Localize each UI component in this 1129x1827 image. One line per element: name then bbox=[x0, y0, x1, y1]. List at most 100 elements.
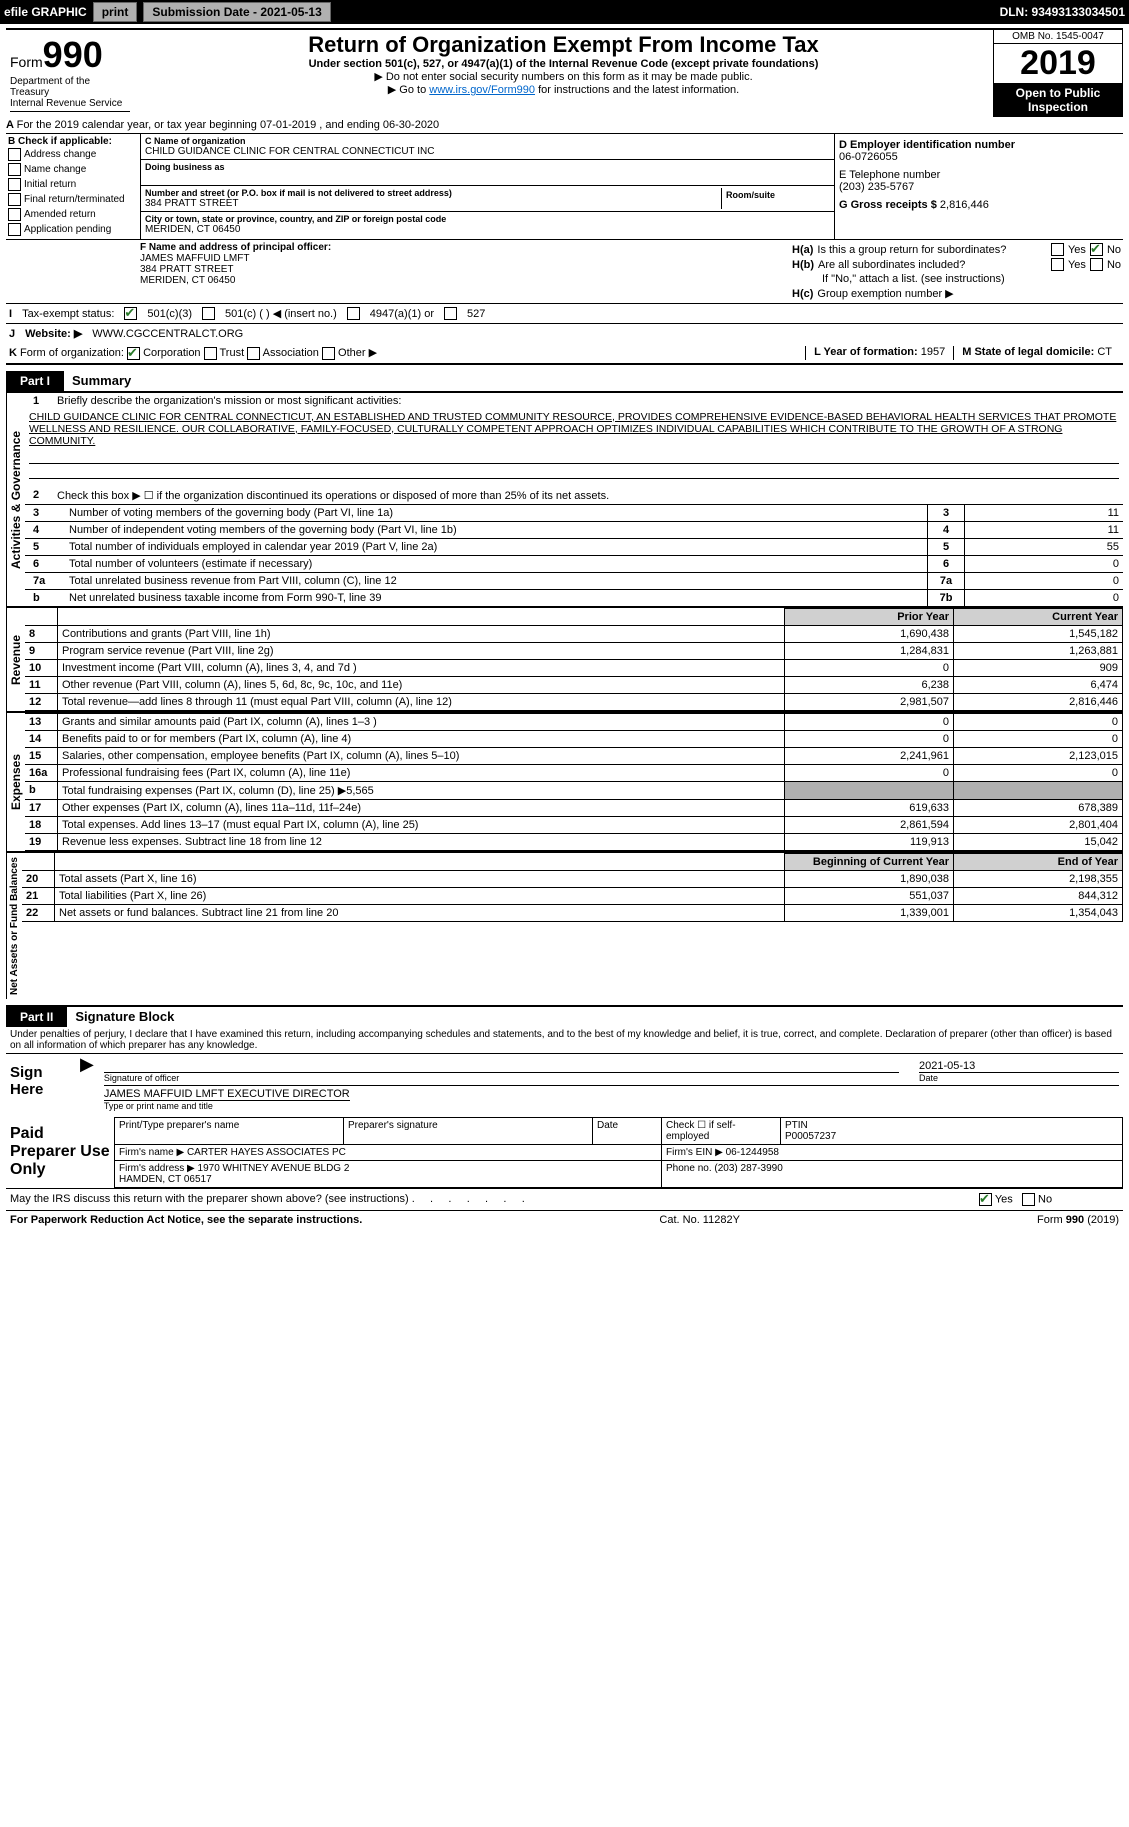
part-1-body: Activities & Governance 1 Briefly descri… bbox=[6, 391, 1123, 606]
box-b-checkbox[interactable] bbox=[8, 163, 21, 176]
revenue-section: Revenue Prior YearCurrent Year8Contribut… bbox=[6, 606, 1123, 711]
sign-here-row: Sign Here ▶ Signature of officer 2021-05… bbox=[6, 1053, 1123, 1117]
hb-no-checkbox[interactable] bbox=[1090, 258, 1103, 271]
ha-yes-checkbox[interactable] bbox=[1051, 243, 1064, 256]
501c-checkbox[interactable] bbox=[202, 307, 215, 320]
blank-line bbox=[29, 449, 1119, 464]
title-block: Return of Organization Exempt From Incom… bbox=[134, 30, 993, 98]
submission-date-button[interactable]: Submission Date - 2021-05-13 bbox=[143, 2, 330, 22]
city-state-zip: MERIDEN, CT 06450 bbox=[145, 224, 830, 235]
officer-name-title: JAMES MAFFUID LMFT EXECUTIVE DIRECTOR bbox=[104, 1088, 350, 1101]
website-value: WWW.CGCCENTRALCT.ORG bbox=[92, 328, 243, 340]
officer-addr: 384 PRATT STREET bbox=[140, 264, 660, 275]
form-subtitle: Under section 501(c), 527, or 4947(a)(1)… bbox=[136, 58, 991, 70]
form-title: Return of Organization Exempt From Incom… bbox=[136, 32, 991, 58]
form-header: Form990 Department of the Treasury Inter… bbox=[6, 28, 1123, 117]
omb-number: OMB No. 1545-0047 bbox=[993, 30, 1123, 44]
tel-value: (203) 235-5767 bbox=[839, 181, 1119, 193]
street-address: 384 PRATT STREET bbox=[145, 198, 721, 209]
note-1: ▶ Do not enter social security numbers o… bbox=[136, 70, 991, 83]
firm-name: CARTER HAYES ASSOCIATES PC bbox=[187, 1147, 346, 1158]
efile-label: efile GRAPHIC bbox=[4, 5, 87, 19]
entity-info-box: B Check if applicable: Address changeNam… bbox=[6, 134, 1123, 240]
blank-line bbox=[29, 464, 1119, 479]
line-a: A For the 2019 calendar year, or tax yea… bbox=[6, 117, 1123, 134]
tel-label: E Telephone number bbox=[839, 169, 1119, 181]
expenses-section: Expenses 13Grants and similar amounts pa… bbox=[6, 711, 1123, 851]
year-formation: 1957 bbox=[921, 346, 945, 358]
netassets-section: Net Assets or Fund Balances Beginning of… bbox=[6, 851, 1123, 999]
box-d: D Employer identification number 06-0726… bbox=[834, 134, 1123, 239]
officer-label: F Name and address of principal officer: bbox=[140, 242, 660, 253]
row-j: J Website: ▶ WWW.CGCCENTRALCT.ORG bbox=[6, 324, 1123, 343]
box-b: B Check if applicable: Address changeNam… bbox=[6, 134, 141, 239]
room-label: Room/suite bbox=[726, 190, 826, 200]
4947-checkbox[interactable] bbox=[347, 307, 360, 320]
note-2: ▶ Go to www.irs.gov/Form990 for instruct… bbox=[136, 83, 991, 96]
gross-value: 2,816,446 bbox=[940, 199, 989, 211]
row-k: K Form of organization: Corporation Trus… bbox=[6, 343, 1123, 365]
ptin-value: P00057237 bbox=[785, 1131, 836, 1142]
row-i: I Tax-exempt status: 501(c)(3) 501(c) ( … bbox=[6, 304, 1123, 324]
corp-checkbox[interactable] bbox=[127, 347, 140, 360]
form-prefix: Form bbox=[10, 54, 43, 70]
discuss-no-checkbox[interactable] bbox=[1022, 1193, 1035, 1206]
expenses-table: 13Grants and similar amounts paid (Part … bbox=[25, 713, 1123, 851]
officer-city: MERIDEN, CT 06450 bbox=[140, 275, 660, 286]
form-number: 990 bbox=[43, 34, 103, 75]
street-label: Number and street (or P.O. box if mail i… bbox=[145, 188, 721, 198]
box-h: H(a) Is this a group return for subordin… bbox=[790, 240, 1123, 303]
ha-no-checkbox[interactable] bbox=[1090, 243, 1103, 256]
box-b-checkbox[interactable] bbox=[8, 148, 21, 161]
org-name: CHILD GUIDANCE CLINIC FOR CENTRAL CONNEC… bbox=[145, 146, 830, 157]
row-f-h: F Name and address of principal officer:… bbox=[6, 240, 1123, 304]
firm-ein: 06-1244958 bbox=[726, 1147, 779, 1158]
discuss-yes-checkbox[interactable] bbox=[979, 1193, 992, 1206]
box-c: C Name of organization CHILD GUIDANCE CL… bbox=[141, 134, 834, 239]
firm-phone: (203) 287-3990 bbox=[714, 1163, 782, 1174]
side-governance: Activities & Governance bbox=[6, 393, 25, 606]
page-footer: For Paperwork Reduction Act Notice, see … bbox=[6, 1210, 1123, 1229]
print-button[interactable]: print bbox=[93, 2, 138, 22]
mission-text: CHILD GUIDANCE CLINIC FOR CENTRAL CONNEC… bbox=[25, 409, 1123, 449]
ein-label: D Employer identification number bbox=[839, 139, 1119, 151]
open-public-label: Open to Public Inspection bbox=[993, 83, 1123, 117]
tax-year: 2019 bbox=[993, 44, 1123, 83]
year-box: OMB No. 1545-0047 2019 Open to Public In… bbox=[993, 30, 1123, 117]
officer-name: JAMES MAFFUID LMFT bbox=[140, 253, 660, 264]
dln-label: DLN: 93493133034501 bbox=[1000, 5, 1125, 19]
501c3-checkbox[interactable] bbox=[124, 307, 137, 320]
gross-label: G Gross receipts $ bbox=[839, 199, 937, 211]
hb-yes-checkbox[interactable] bbox=[1051, 258, 1064, 271]
side-expenses: Expenses bbox=[6, 713, 25, 851]
netassets-table: Beginning of Current YearEnd of Year20To… bbox=[22, 853, 1123, 922]
side-netassets: Net Assets or Fund Balances bbox=[6, 853, 22, 999]
org-name-label: C Name of organization bbox=[145, 136, 830, 146]
box-b-checkbox[interactable] bbox=[8, 178, 21, 191]
department-label: Department of the Treasury Internal Reve… bbox=[10, 76, 130, 112]
side-revenue: Revenue bbox=[6, 608, 25, 711]
assoc-checkbox[interactable] bbox=[247, 347, 260, 360]
box-f: F Name and address of principal officer:… bbox=[6, 240, 790, 303]
governance-table: 3Number of voting members of the governi… bbox=[25, 504, 1123, 606]
form-number-block: Form990 Department of the Treasury Inter… bbox=[6, 30, 134, 116]
top-toolbar: efile GRAPHIC print Submission Date - 20… bbox=[0, 0, 1129, 24]
irs-link[interactable]: www.irs.gov/Form990 bbox=[429, 84, 535, 96]
form-page: Form990 Department of the Treasury Inter… bbox=[0, 24, 1129, 1233]
box-b-checkbox[interactable] bbox=[8, 193, 21, 206]
trust-checkbox[interactable] bbox=[204, 347, 217, 360]
city-label: City or town, state or province, country… bbox=[145, 214, 830, 224]
box-b-checkbox[interactable] bbox=[8, 223, 21, 236]
revenue-table: Prior YearCurrent Year8Contributions and… bbox=[25, 608, 1123, 711]
box-b-header: B Check if applicable: bbox=[8, 136, 138, 147]
sig-date: 2021-05-13 bbox=[919, 1060, 1119, 1073]
part-2-header: Part II Signature Block bbox=[6, 1005, 1123, 1027]
jurat-text: Under penalties of perjury, I declare th… bbox=[6, 1027, 1123, 1053]
part-1-header: Part I Summary bbox=[6, 371, 1123, 391]
527-checkbox[interactable] bbox=[444, 307, 457, 320]
box-b-checkbox[interactable] bbox=[8, 208, 21, 221]
other-checkbox[interactable] bbox=[322, 347, 335, 360]
ein-value: 06-0726055 bbox=[839, 151, 1119, 163]
dba-label: Doing business as bbox=[145, 162, 830, 172]
arrow-icon: ▶ bbox=[74, 1054, 100, 1117]
